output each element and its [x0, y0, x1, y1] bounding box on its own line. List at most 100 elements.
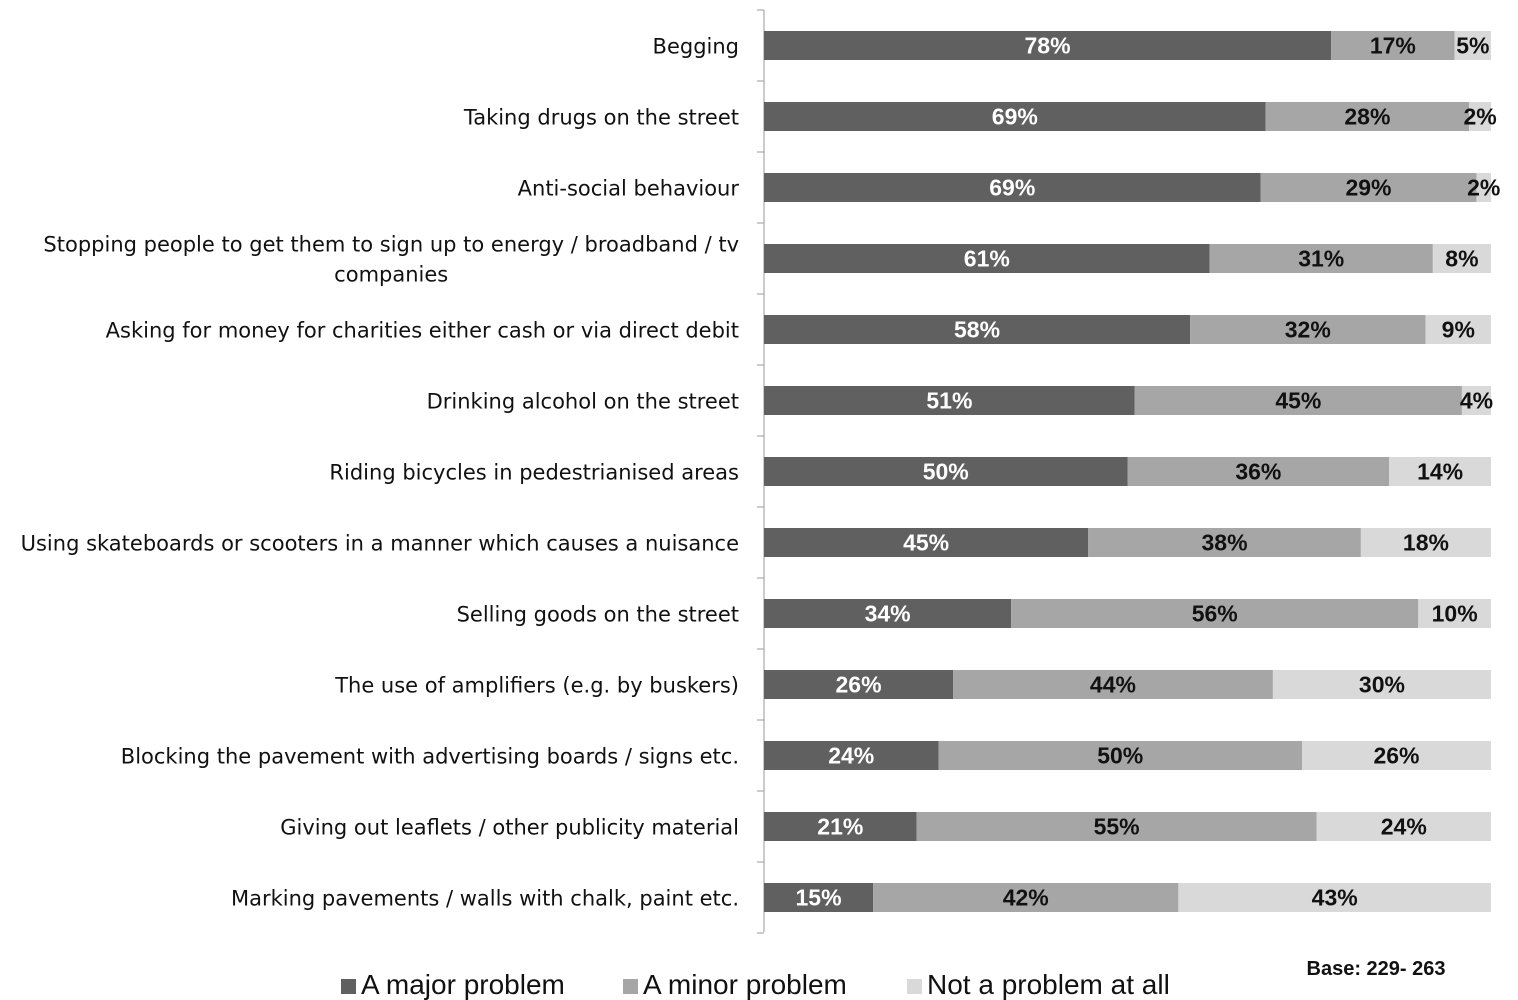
data-label: 45% — [1275, 388, 1321, 414]
bar-segment-minor — [1134, 386, 1462, 415]
bar-segment-minor — [1260, 173, 1477, 202]
bar-segment-none — [1301, 741, 1491, 770]
legend-item: Not a problem at all — [907, 969, 1170, 1000]
bar-segment-none — [1178, 883, 1491, 912]
data-label: 26% — [1373, 743, 1419, 769]
data-label: 58% — [954, 317, 1000, 343]
category-label: Stopping people to get them to sign up t… — [43, 233, 739, 287]
legend: A major problem A minor problem Not a prob… — [341, 969, 1170, 1000]
bar-segment-major — [764, 528, 1089, 557]
data-label: 55% — [1094, 814, 1140, 840]
category-label: The use of amplifiers (e.g. by buskers) — [334, 674, 739, 698]
bar-segment-none — [1418, 599, 1491, 628]
category-axis-ticks — [757, 9, 764, 934]
legend-swatch — [907, 979, 922, 994]
bar-segment-minor — [873, 883, 1179, 912]
data-label: 43% — [1312, 885, 1358, 911]
bar-segment-major — [764, 173, 1261, 202]
data-label: 2% — [1463, 104, 1496, 130]
bar-segment-minor — [1088, 528, 1361, 557]
bar-segment-major — [764, 812, 917, 841]
data-label: 21% — [817, 814, 863, 840]
category-label: Using skateboards or scooters in a manne… — [21, 532, 739, 556]
legend-swatch — [341, 979, 356, 994]
data-label: 51% — [926, 388, 972, 414]
category-label: Marking pavements / walls with chalk, pa… — [231, 887, 739, 911]
bar-segment-minor — [953, 670, 1273, 699]
bar-segment-none — [1272, 670, 1491, 699]
bar-segment-minor — [1011, 599, 1419, 628]
category-label: Drinking alcohol on the street — [427, 390, 739, 414]
category-label: Asking for money for charities either ca… — [106, 319, 739, 343]
bar-segment-none — [1476, 173, 1491, 202]
data-label: 5% — [1456, 33, 1489, 59]
data-label: 32% — [1285, 317, 1331, 343]
category-label: Anti-social behaviour — [518, 177, 740, 201]
legend-label: A minor problem — [643, 969, 847, 1000]
bar-segment-none — [1360, 528, 1491, 557]
category-label: Begging — [653, 35, 739, 59]
data-label: 31% — [1298, 246, 1344, 272]
data-label: 8% — [1445, 246, 1478, 272]
base-note: Base: 229- 263 — [1307, 958, 1446, 980]
bar-segment-none — [1454, 31, 1491, 60]
category-labels: Begging Taking drugs on the street Anti-so… — [21, 35, 740, 911]
bar-segment-major — [764, 386, 1135, 415]
data-label: 56% — [1192, 601, 1238, 627]
data-label: 28% — [1344, 104, 1390, 130]
bar-segment-major — [764, 741, 939, 770]
bar-segment-none — [1461, 386, 1491, 415]
data-label: 18% — [1403, 530, 1449, 556]
data-label: 4% — [1460, 388, 1493, 414]
data-label: 69% — [989, 175, 1035, 201]
bar-segment-none — [1389, 457, 1491, 486]
data-label: 26% — [835, 672, 881, 698]
bar-segment-major — [764, 457, 1128, 486]
bar-segment-none — [1316, 812, 1491, 841]
data-label: 15% — [796, 885, 842, 911]
legend-item: A minor problem — [623, 969, 847, 1000]
category-label: Giving out leaflets / other publicity ma… — [280, 816, 739, 840]
bar-segment-minor — [938, 741, 1302, 770]
data-label: 9% — [1442, 317, 1475, 343]
bar-segment-major — [764, 31, 1332, 60]
bar-segment-major — [764, 883, 874, 912]
bar-segment-minor — [1190, 315, 1426, 344]
category-label: Blocking the pavement with advertising b… — [121, 745, 739, 769]
bar-segment-major — [764, 315, 1191, 344]
legend-label: Not a problem at all — [927, 969, 1170, 1000]
data-label: 24% — [1381, 814, 1427, 840]
data-label: 14% — [1417, 459, 1463, 485]
bar-segment-minor — [1209, 244, 1433, 273]
bar-segment-none — [1432, 244, 1491, 273]
data-label: 69% — [992, 104, 1038, 130]
plot-area: 78% 17% 5% 69% 28% 2% 69% 29% 2% 61% 31% 8% 58% 32% 9%… — [764, 31, 1500, 912]
bar-segment-none — [1425, 315, 1491, 344]
data-label: 45% — [903, 530, 949, 556]
data-label: 36% — [1235, 459, 1281, 485]
category-label: Selling goods on the street — [457, 603, 739, 627]
category-label: Taking drugs on the street — [463, 106, 739, 130]
data-label: 42% — [1003, 885, 1049, 911]
legend-label: A major problem — [361, 969, 565, 1000]
bar-segment-minor — [916, 812, 1317, 841]
bar-segment-minor — [1331, 31, 1455, 60]
bar-segment-major — [764, 670, 954, 699]
data-label: 78% — [1025, 33, 1071, 59]
legend-swatch — [623, 979, 638, 994]
data-label: 2% — [1467, 175, 1500, 201]
data-label: 50% — [923, 459, 969, 485]
data-label: 30% — [1359, 672, 1405, 698]
bar-segment-major — [764, 102, 1266, 131]
bar-segment-minor — [1265, 102, 1470, 131]
bar-segment-minor — [1127, 457, 1390, 486]
data-label: 24% — [828, 743, 874, 769]
data-label: 17% — [1370, 33, 1416, 59]
data-label: 44% — [1090, 672, 1136, 698]
bar-segment-none — [1469, 102, 1491, 131]
bar-segment-major — [764, 599, 1012, 628]
legend-item: A major problem — [341, 969, 565, 1000]
bar-segment-major — [764, 244, 1210, 273]
data-label: 29% — [1345, 175, 1391, 201]
